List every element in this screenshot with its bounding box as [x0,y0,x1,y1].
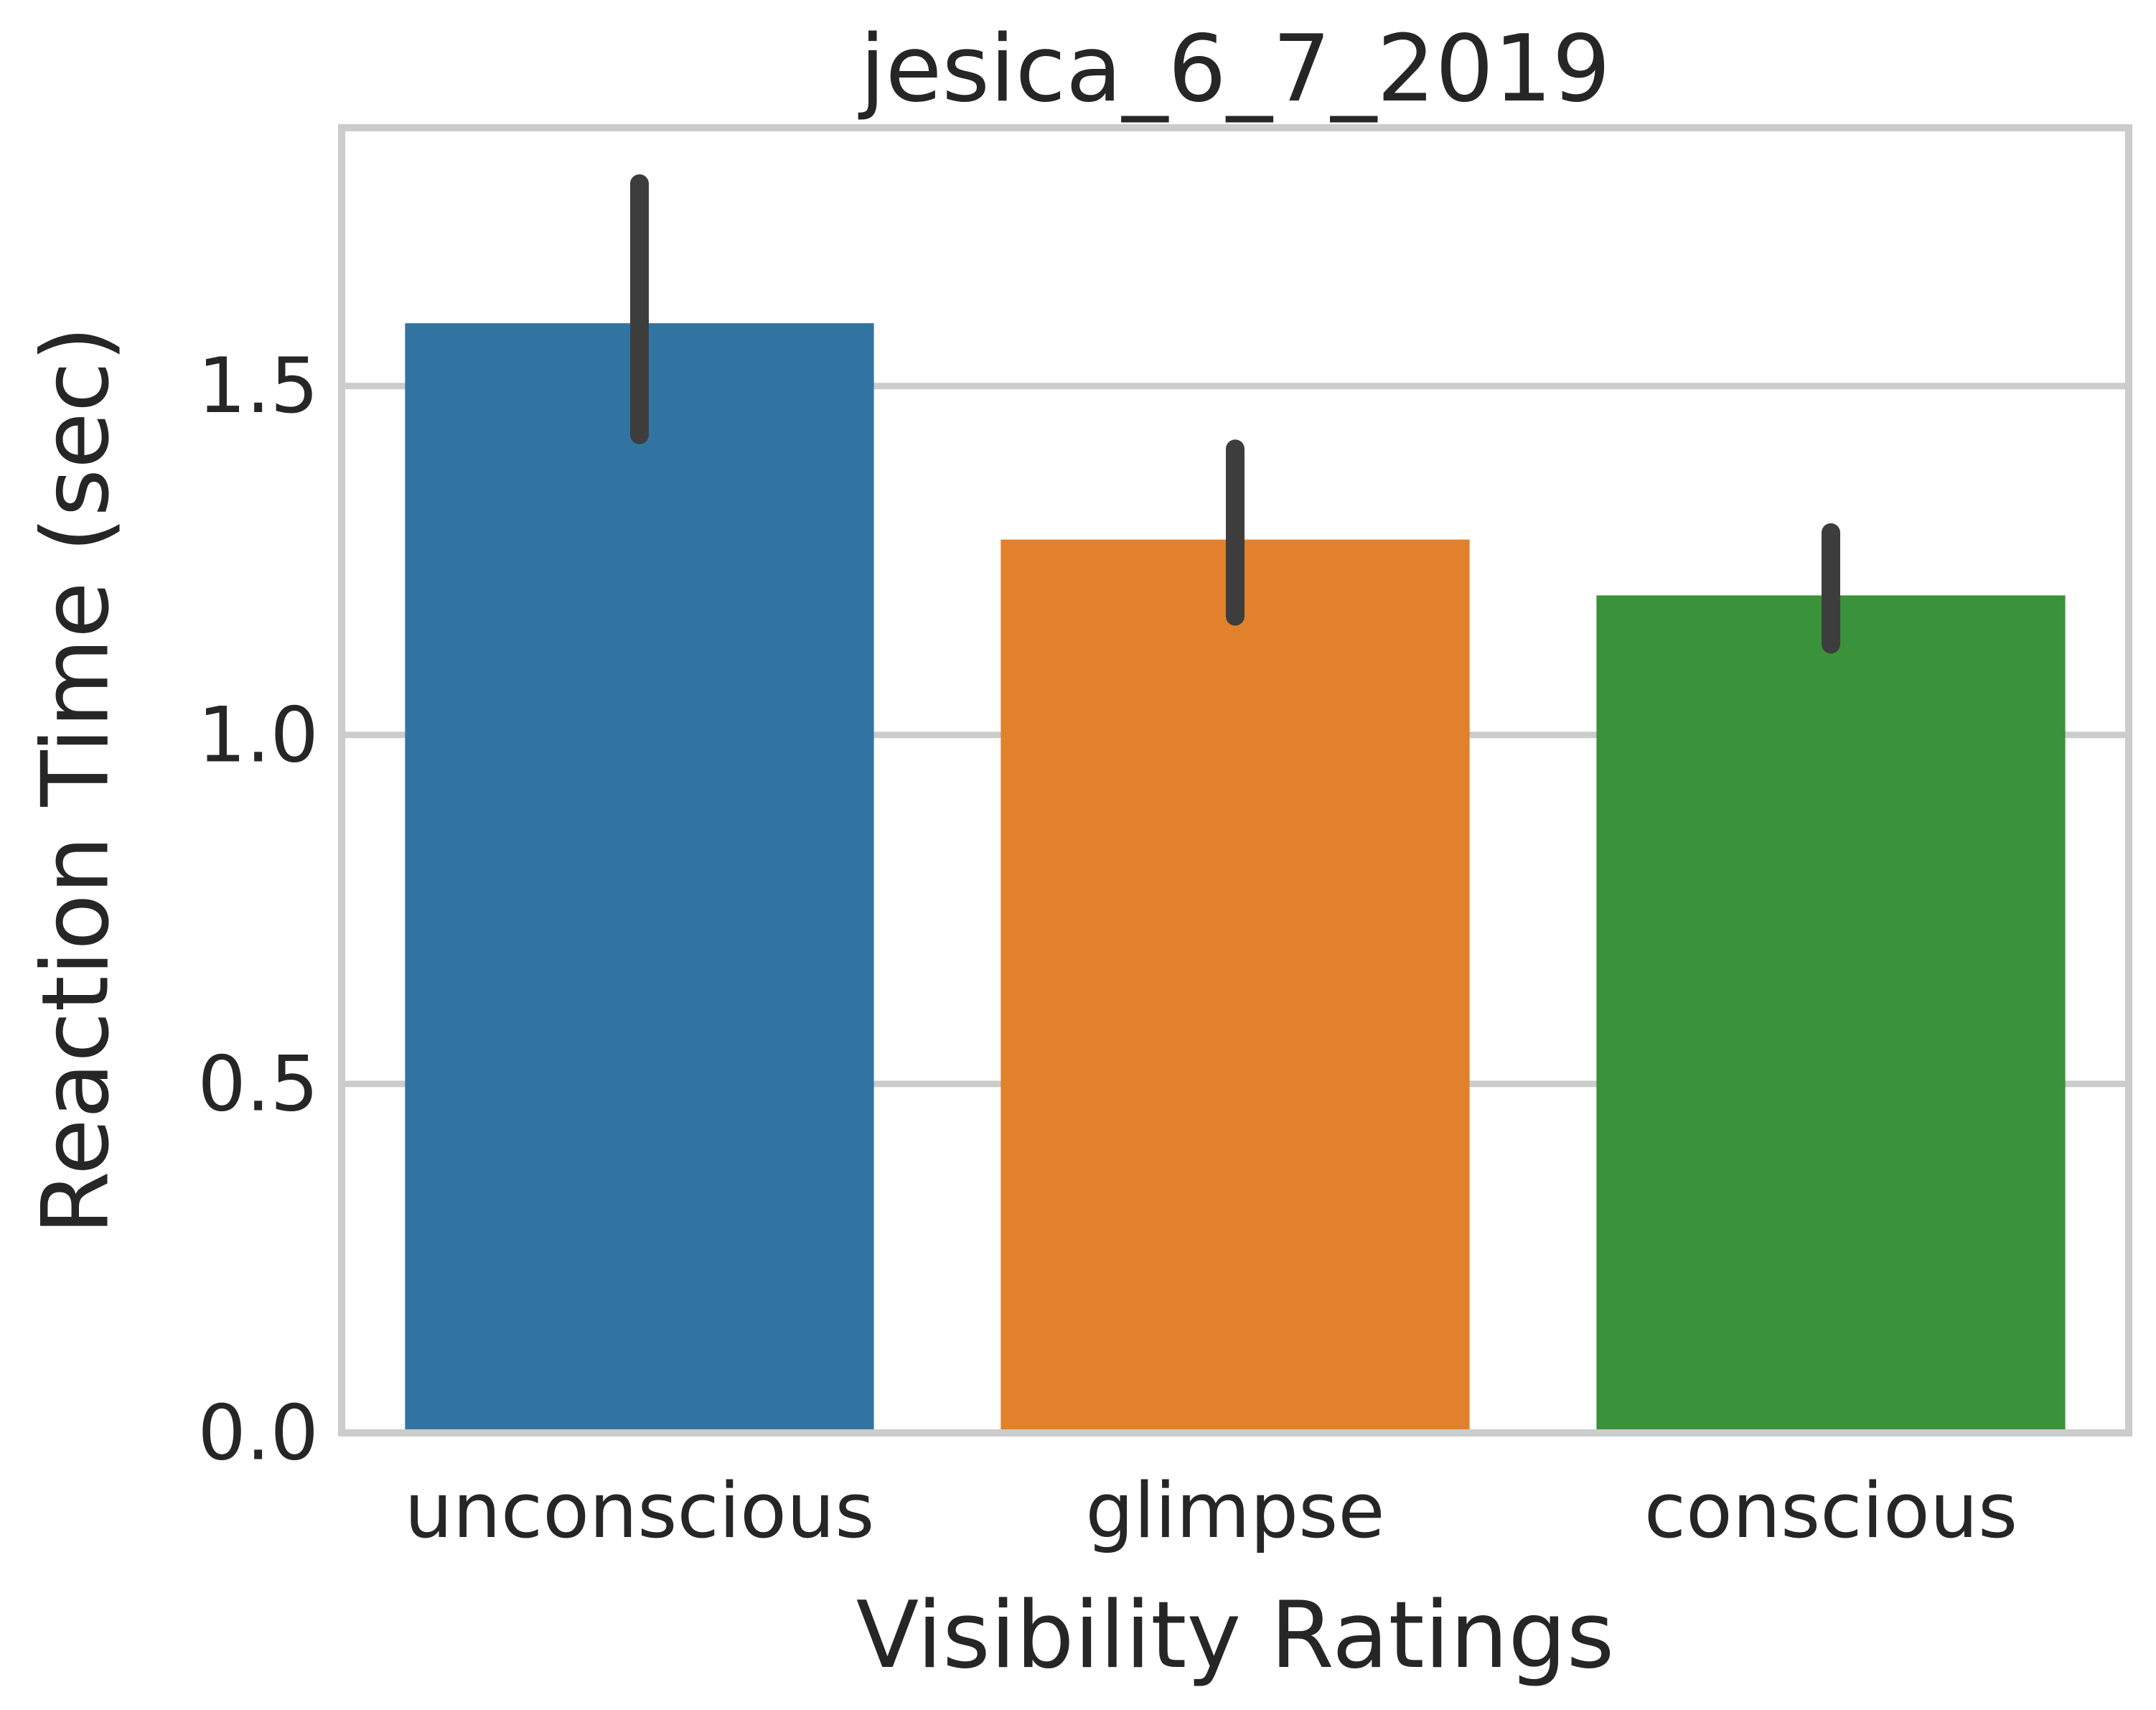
y-tick-label: 0.0 [197,1389,319,1477]
y-tick-label: 1.5 [197,342,319,430]
x-tick-label-glimpse: glimpse [1085,1467,1384,1555]
x-axis-label: Visibility Ratings [856,1582,1615,1689]
chart-title: jesica_6_7_2019 [858,16,1611,123]
error-bars [630,174,1840,654]
y-axis-label: Reaction Time (sec) [23,326,130,1235]
x-axis-ticks: unconscious glimpse conscious [405,1467,2018,1555]
bar-unconscious [405,323,874,1434]
plot-frame [338,124,2132,1436]
y-tick-label: 0.5 [197,1039,319,1128]
y-axis-ticks: 0.0 0.5 1.0 1.5 [197,342,319,1477]
bars [405,323,2066,1434]
x-tick-label-conscious: conscious [1644,1467,2018,1555]
y-tick-label: 1.0 [197,691,319,779]
x-tick-label-unconscious: unconscious [405,1467,875,1555]
bar-glimpse [1000,539,1470,1434]
bar-conscious [1596,595,2066,1434]
